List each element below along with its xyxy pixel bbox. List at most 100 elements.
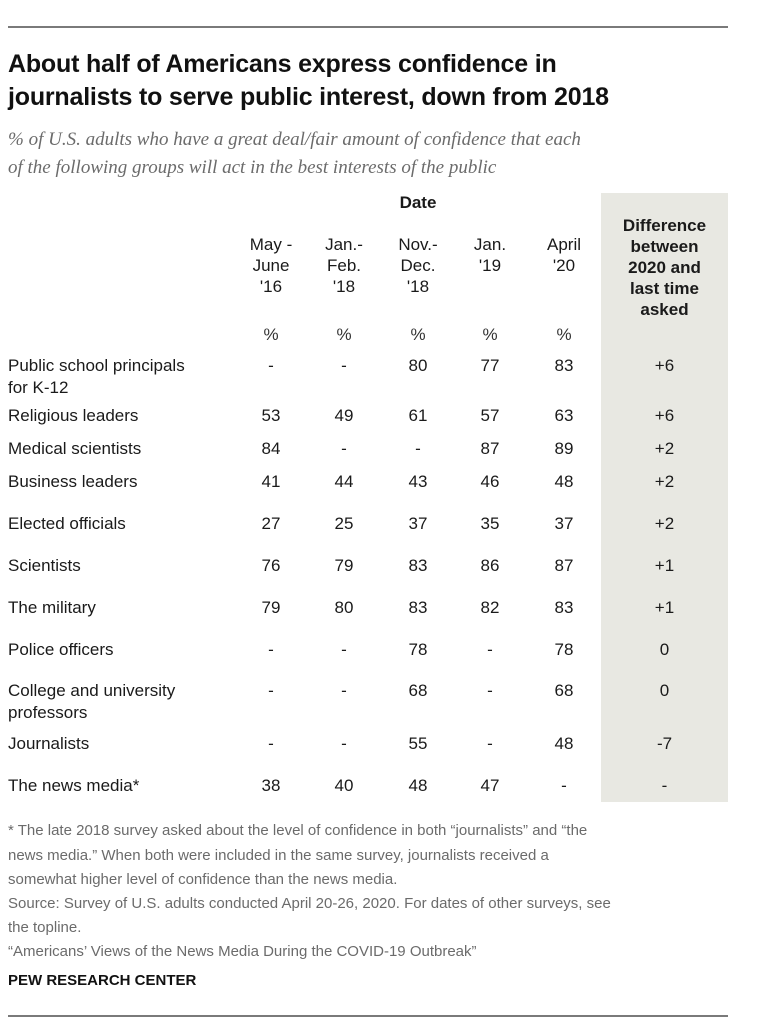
table-cell: 35 (480, 514, 500, 533)
unit-label: % (410, 325, 426, 344)
pew-research-center-logo: PEW RESEARCH CENTER (8, 972, 197, 989)
table-cell: 83 (554, 598, 574, 617)
table-cell: 80 (334, 598, 354, 617)
footnote-line-1: * The late 2018 survey asked about the l… (8, 822, 588, 839)
difference-cell: +2 (654, 439, 675, 458)
table-cell: - (268, 356, 274, 375)
table-cell: 44 (334, 472, 354, 491)
table-cell: - (487, 681, 493, 700)
table-cell: 61 (408, 406, 428, 425)
table-cell: 84 (261, 439, 281, 458)
table-cell: 37 (408, 514, 428, 533)
unit-label: % (263, 325, 279, 344)
table-cell: 49 (334, 406, 354, 425)
table-cell: 25 (334, 514, 354, 533)
column-header: Nov.- Dec. '18 (398, 235, 438, 296)
table-cell: 80 (408, 356, 428, 375)
table-cell: 46 (480, 472, 500, 491)
difference-cell: 0 (659, 640, 670, 659)
difference-cell: +1 (654, 556, 675, 575)
subtitle-line-2: of the following groups will act in the … (8, 157, 497, 178)
row-label: The news media* (8, 776, 140, 795)
table-cell: - (487, 734, 493, 753)
unit-label: % (482, 325, 498, 344)
difference-cell: - (661, 776, 668, 795)
table-cell: 68 (554, 681, 574, 700)
table-cell: 83 (554, 356, 574, 375)
table-cell: 76 (261, 556, 281, 575)
table-cell: 89 (554, 439, 574, 458)
subtitle-line-1: % of U.S. adults who have a great deal/f… (8, 129, 581, 150)
table-cell: 38 (261, 776, 281, 795)
row-label: Business leaders (8, 472, 138, 491)
table-cell: - (341, 356, 347, 375)
row-label: Public school principals for K-12 (8, 356, 185, 397)
column-header: May - June '16 (249, 235, 293, 296)
table-cell: 53 (261, 406, 281, 425)
table-cell: - (268, 681, 274, 700)
table-cell: - (561, 776, 567, 795)
table-cell: 79 (261, 598, 281, 617)
title-line-1: About half of Americans express confiden… (8, 50, 557, 78)
table-cell: - (268, 734, 274, 753)
unit-label: % (336, 325, 352, 344)
table-cell: 86 (480, 556, 500, 575)
table-cell: 57 (480, 406, 500, 425)
report-title-note: “Americans’ Views of the News Media Duri… (8, 943, 477, 960)
row-label: Religious leaders (8, 406, 139, 425)
table-cell: 83 (408, 556, 428, 575)
column-header: April '20 (546, 235, 581, 275)
table-cell: - (341, 681, 347, 700)
row-label: The military (8, 598, 96, 617)
table-cell: - (415, 439, 421, 458)
row-label: College and university professors (8, 681, 176, 722)
top-rule (8, 26, 728, 28)
row-label: Journalists (8, 734, 90, 753)
table-cell: 47 (480, 776, 500, 795)
table-cell: - (341, 439, 347, 458)
difference-cell: +1 (654, 598, 675, 617)
table-cell: 27 (261, 514, 281, 533)
table-cell: - (341, 734, 347, 753)
row-label: Medical scientists (8, 439, 142, 458)
source-line-2: the topline. (8, 919, 82, 936)
table-cell: 63 (554, 406, 574, 425)
title-line-2: journalists to serve public interest, do… (8, 83, 609, 111)
table-cell: - (341, 640, 347, 659)
difference-cell: +2 (654, 514, 675, 533)
table-cell: 87 (480, 439, 500, 458)
difference-column-band (601, 193, 728, 802)
bottom-rule (8, 1015, 728, 1017)
difference-cell: +2 (654, 472, 675, 491)
table-cell: 40 (334, 776, 354, 795)
chart-subtitle: % of U.S. adults who have a great deal/f… (8, 126, 728, 182)
difference-cell: 0 (659, 681, 670, 700)
difference-cell: +6 (654, 406, 675, 425)
table-cell: 48 (408, 776, 428, 795)
source-line-1: Source: Survey of U.S. adults conducted … (8, 895, 611, 912)
table-cell: 78 (554, 640, 574, 659)
chart-title: About half of Americans express confiden… (8, 48, 728, 114)
table-cell: 55 (408, 734, 428, 753)
table-cell: - (487, 640, 493, 659)
table-cell: 68 (408, 681, 428, 700)
table-cell: 79 (334, 556, 354, 575)
row-label: Police officers (8, 640, 114, 659)
table-cell: 48 (554, 472, 574, 491)
difference-column-header: Difference between 2020 and last time as… (622, 216, 707, 319)
table-cell: 77 (480, 356, 500, 375)
table-cell: - (268, 640, 274, 659)
table-cell: 41 (261, 472, 281, 491)
footnote-line-2: news media.” When both were included in … (8, 847, 549, 864)
column-header: Jan.- Feb. '18 (325, 235, 363, 296)
difference-cell: -7 (656, 734, 673, 753)
unit-label: % (556, 325, 572, 344)
column-header: Jan. '19 (473, 235, 507, 275)
table-cell: 78 (408, 640, 428, 659)
table-cell: 43 (408, 472, 428, 491)
row-label: Elected officials (8, 514, 126, 533)
row-label: Scientists (8, 556, 81, 575)
table-cell: 87 (554, 556, 574, 575)
table-cell: 83 (408, 598, 428, 617)
table-cell: 48 (554, 734, 574, 753)
